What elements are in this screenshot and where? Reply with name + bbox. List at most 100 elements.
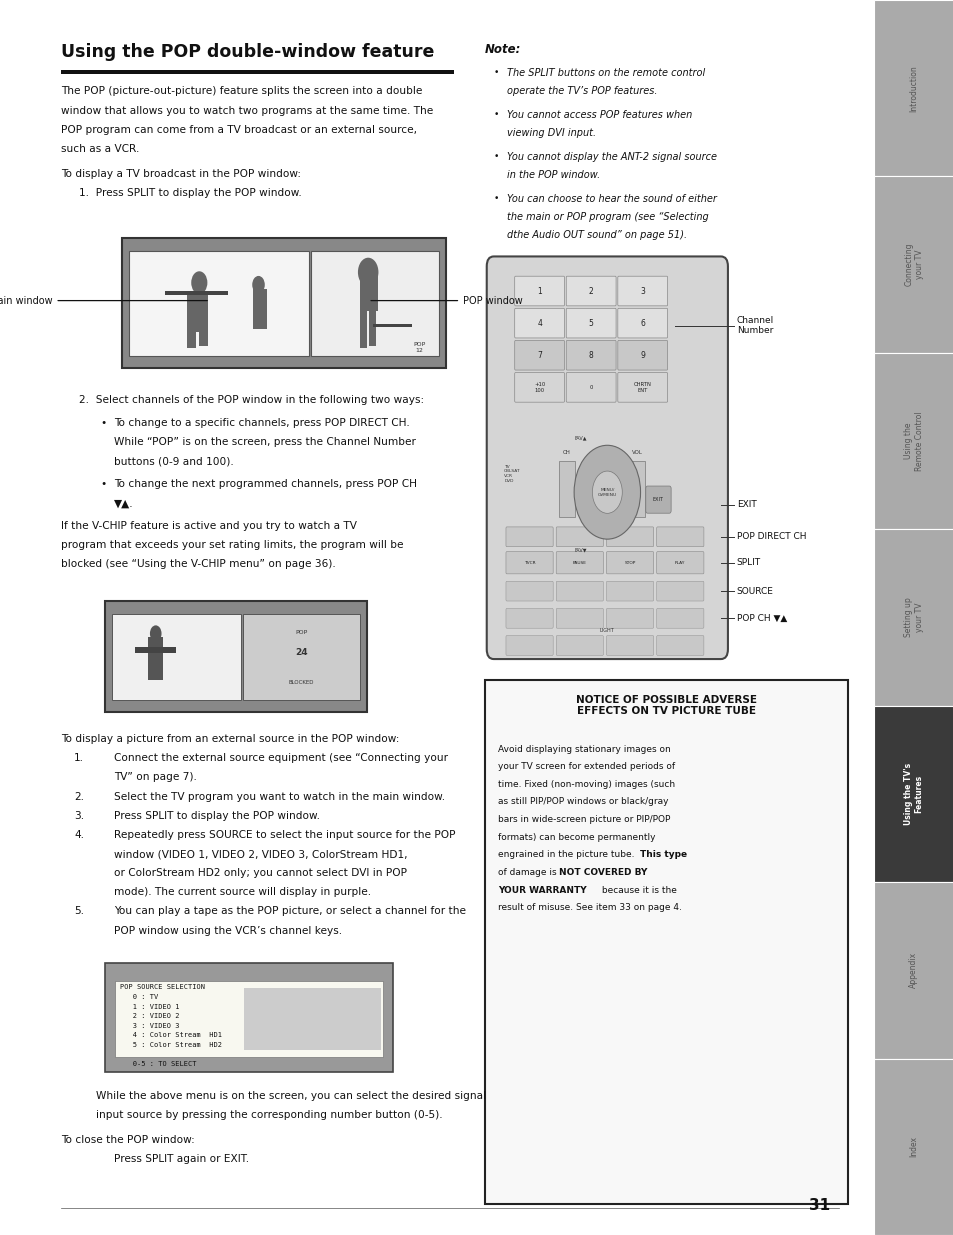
Circle shape [191, 272, 207, 294]
Text: •: • [100, 479, 107, 489]
FancyBboxPatch shape [505, 636, 553, 656]
Circle shape [592, 471, 621, 514]
Text: SPLIT: SPLIT [736, 558, 760, 567]
FancyBboxPatch shape [566, 341, 616, 370]
FancyBboxPatch shape [515, 277, 564, 306]
Text: POP: POP [294, 630, 307, 635]
Bar [373, 324, 412, 327]
Text: 1: 1 [537, 287, 541, 295]
Text: 2 : VIDEO 2: 2 : VIDEO 2 [119, 1013, 179, 1019]
Text: ▼▲.: ▼▲. [113, 498, 133, 509]
Text: CHRTN
ENT: CHRTN ENT [633, 382, 651, 393]
Text: FAV▲: FAV▲ [575, 435, 587, 440]
Text: To change the next programmed channels, press POP CH: To change the next programmed channels, … [113, 479, 416, 489]
Bar [148, 637, 163, 680]
Text: 0-5 : TO SELECT: 0-5 : TO SELECT [119, 1061, 196, 1067]
Text: STOP: STOP [623, 561, 635, 564]
Text: operate the TV’s POP features.: operate the TV’s POP features. [506, 86, 657, 96]
Text: 3.: 3. [74, 810, 84, 821]
Text: 7: 7 [537, 351, 541, 359]
Text: To display a TV broadcast in the POP window:: To display a TV broadcast in the POP win… [61, 169, 301, 179]
Text: •: • [100, 417, 107, 429]
Text: •: • [494, 194, 498, 203]
Text: input source by pressing the corresponding number button (0-5).: input source by pressing the correspondi… [96, 1109, 442, 1120]
Text: or ColorStream HD2 only; you cannot select DVI in POP: or ColorStream HD2 only; you cannot sele… [113, 868, 406, 878]
Text: Connect the external source equipment (see “Connecting your: Connect the external source equipment (s… [113, 753, 447, 763]
FancyBboxPatch shape [566, 277, 616, 306]
Text: +10
100: +10 100 [534, 382, 545, 393]
FancyBboxPatch shape [515, 373, 564, 403]
Text: 0: 0 [589, 385, 592, 390]
FancyBboxPatch shape [645, 487, 670, 514]
Text: blocked (see “Using the V-CHIP menu” on page 36).: blocked (see “Using the V-CHIP menu” on … [61, 559, 335, 569]
FancyBboxPatch shape [505, 552, 553, 574]
Text: 4.: 4. [74, 830, 84, 840]
Bar [187, 330, 195, 348]
Text: TV” on page 7).: TV” on page 7). [113, 772, 196, 783]
Bar [873, 1058, 953, 1235]
Text: window that allows you to watch two programs at the same time. The: window that allows you to watch two prog… [61, 106, 433, 116]
Text: 24: 24 [294, 648, 307, 657]
FancyBboxPatch shape [618, 309, 667, 338]
Bar [873, 530, 953, 705]
Text: 31: 31 [808, 1198, 829, 1213]
FancyBboxPatch shape [486, 257, 727, 659]
Text: Channel
Number: Channel Number [736, 316, 773, 336]
Bar [369, 309, 375, 346]
Text: formats) can become permanently: formats) can become permanently [497, 832, 655, 842]
Text: While “POP” is on the screen, press the Channel Number: While “POP” is on the screen, press the … [113, 437, 416, 447]
Text: PLAY: PLAY [675, 561, 685, 564]
Bar [629, 462, 644, 517]
Text: Using the POP double-window feature: Using the POP double-window feature [61, 43, 434, 62]
Text: •: • [494, 68, 498, 77]
Text: 1 : VIDEO 1: 1 : VIDEO 1 [119, 1004, 179, 1009]
Text: Avoid displaying stationary images on: Avoid displaying stationary images on [497, 745, 670, 753]
FancyBboxPatch shape [606, 636, 653, 656]
Text: 5: 5 [588, 319, 593, 327]
Text: POP
12: POP 12 [413, 342, 425, 353]
Bar [558, 462, 575, 517]
FancyBboxPatch shape [566, 373, 616, 403]
Text: POP window: POP window [371, 295, 522, 305]
Text: EXIT: EXIT [652, 498, 663, 503]
Text: Using the
Remote Control: Using the Remote Control [903, 411, 923, 471]
Text: LIGHT: LIGHT [599, 629, 614, 634]
Text: YOUR WARRANTY: YOUR WARRANTY [497, 885, 586, 894]
Bar [873, 353, 953, 530]
Text: CH: CH [562, 451, 571, 456]
Text: FAV▼: FAV▼ [575, 547, 587, 552]
FancyBboxPatch shape [656, 582, 703, 601]
Text: MENU/
OVMENU: MENU/ OVMENU [598, 488, 617, 496]
Text: You can play a tape as the POP picture, or select a channel for the: You can play a tape as the POP picture, … [113, 906, 465, 916]
Text: bars in wide-screen picture or PIP/POP: bars in wide-screen picture or PIP/POP [497, 815, 670, 824]
Text: This type: This type [639, 851, 686, 860]
Circle shape [150, 625, 161, 642]
Text: To change to a specific channels, press POP DIRECT CH.: To change to a specific channels, press … [113, 417, 409, 429]
Text: SOURCE: SOURCE [736, 587, 773, 595]
Text: POP DIRECT CH: POP DIRECT CH [736, 532, 805, 541]
Text: Press SPLIT to display the POP window.: Press SPLIT to display the POP window. [113, 810, 319, 821]
FancyBboxPatch shape [618, 373, 667, 403]
FancyBboxPatch shape [656, 636, 703, 656]
Text: engrained in the picture tube.: engrained in the picture tube. [497, 851, 637, 860]
Text: While the above menu is on the screen, you can select the desired signal: While the above menu is on the screen, y… [96, 1091, 486, 1100]
Text: dthe Audio OUT sound” on page 51).: dthe Audio OUT sound” on page 51). [506, 230, 686, 240]
Text: 3 : VIDEO 3: 3 : VIDEO 3 [119, 1023, 179, 1029]
Text: TV
CBLSAT
VCR
DVD: TV CBLSAT VCR DVD [504, 464, 520, 483]
FancyBboxPatch shape [505, 609, 553, 629]
Bar [115, 981, 382, 1057]
FancyBboxPatch shape [656, 527, 703, 547]
Bar [105, 600, 367, 711]
Bar [61, 70, 454, 74]
FancyBboxPatch shape [606, 527, 653, 547]
Text: Introduction: Introduction [908, 65, 918, 111]
Circle shape [574, 446, 639, 540]
Text: time. Fixed (non-moving) images (such: time. Fixed (non-moving) images (such [497, 779, 675, 789]
Text: Appendix: Appendix [908, 952, 918, 988]
Text: 5 : Color Stream  HD2: 5 : Color Stream HD2 [119, 1042, 221, 1049]
Bar [112, 614, 241, 700]
Text: window (VIDEO 1, VIDEO 2, VIDEO 3, ColorStream HD1,: window (VIDEO 1, VIDEO 2, VIDEO 3, Color… [113, 848, 407, 860]
Bar [253, 289, 267, 329]
FancyBboxPatch shape [556, 582, 602, 601]
Bar [873, 882, 953, 1058]
